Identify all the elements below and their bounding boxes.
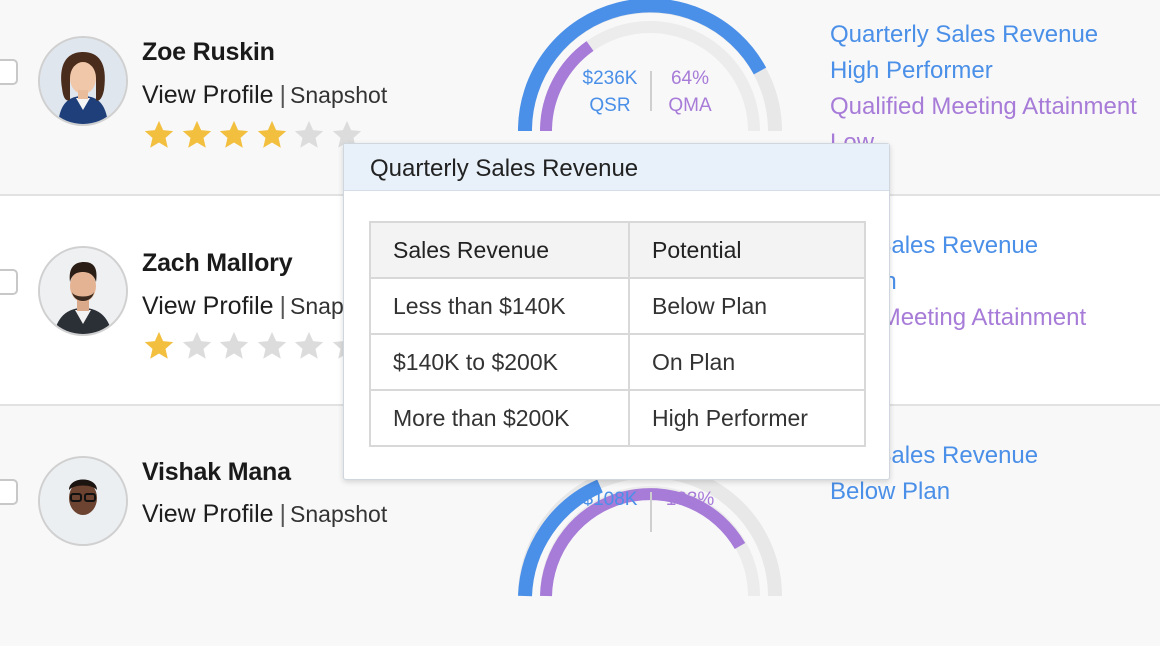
avatar: [38, 246, 128, 336]
performance-summary: Quarterly Sales Revenue High Performer Q…: [830, 17, 1137, 161]
profile-links: View Profile | Snapshot: [142, 500, 387, 529]
table-row: More than $200K High Performer: [369, 389, 866, 447]
column-header-sales-revenue: Sales Revenue: [369, 221, 630, 279]
qsr-legend-table: Sales Revenue Potential Less than $140K …: [369, 221, 866, 447]
qsr-metric: $236K QSR: [577, 65, 643, 119]
tooltip-title: Quarterly Sales Revenue: [344, 144, 889, 191]
view-profile-link[interactable]: View Profile: [142, 81, 274, 109]
star-rating: [142, 329, 367, 363]
star-filled-icon: [142, 329, 176, 363]
row-checkbox[interactable]: [0, 269, 18, 295]
row-checkbox[interactable]: [0, 59, 18, 85]
link-separator: |: [279, 292, 287, 320]
qma-heading[interactable]: Qualified Meeting Attainment: [830, 93, 1137, 120]
star-empty-icon: [180, 329, 214, 363]
star-empty-icon: [292, 118, 326, 152]
qsr-tooltip: Quarterly Sales Revenue Sales Revenue Po…: [343, 143, 890, 480]
table-cell: More than $200K: [369, 389, 630, 447]
metric-divider: [650, 71, 652, 111]
table-header-row: Sales Revenue Potential: [369, 221, 866, 279]
link-separator: |: [279, 500, 287, 528]
qma-metric: 64% QMA: [660, 65, 720, 119]
row-checkbox[interactable]: [0, 479, 18, 505]
qsr-value: $108K: [582, 489, 638, 510]
star-empty-icon: [292, 329, 326, 363]
qma-value: 64%: [670, 68, 710, 89]
avatar: [38, 36, 128, 126]
qsr-value: $236K: [582, 68, 638, 89]
table-cell: High Performer: [628, 389, 866, 447]
star-rating: [142, 118, 367, 152]
qsr-status: Below Plan: [830, 478, 951, 505]
performance-gauge: [510, 0, 790, 181]
person-name: Zach Mallory: [142, 249, 293, 277]
star-filled-icon: [255, 118, 289, 152]
view-profile-link[interactable]: View Profile: [142, 500, 274, 528]
profile-links: View Profile | Snapshot: [142, 81, 387, 110]
star-filled-icon: [180, 118, 214, 152]
profile-links: View Profile | Snap: [142, 292, 344, 321]
column-header-potential: Potential: [628, 221, 866, 279]
avatar: [38, 456, 128, 546]
gauge-qma-arc: [539, 41, 594, 132]
qsr-heading[interactable]: Quarterly Sales Revenue: [830, 21, 1099, 48]
table-cell: Below Plan: [628, 277, 866, 335]
qsr-label: QSR: [589, 95, 631, 116]
star-filled-icon: [217, 118, 251, 152]
table-cell: Less than $140K: [369, 277, 630, 335]
link-separator: |: [279, 81, 287, 109]
star-empty-icon: [330, 118, 364, 152]
star-empty-icon: [255, 329, 289, 363]
star-filled-icon: [142, 118, 176, 152]
person-name: Zoe Ruskin: [142, 38, 275, 66]
table-cell: $140K to $200K: [369, 333, 630, 391]
metric-divider: [650, 492, 652, 532]
qma-metric: 183%: [660, 486, 720, 513]
table-cell: On Plan: [628, 333, 866, 391]
qma-label: QMA: [668, 95, 712, 116]
snapshot-link[interactable]: Snapshot: [290, 82, 388, 108]
table-row: $140K to $200K On Plan: [369, 333, 866, 391]
snapshot-link[interactable]: Snapshot: [290, 501, 388, 527]
qma-value: 183%: [665, 489, 715, 510]
qsr-metric: $108K: [577, 486, 643, 513]
gauge-qsr-arc: [517, 0, 767, 132]
view-profile-link[interactable]: View Profile: [142, 292, 274, 320]
person-name: Vishak Mana: [142, 458, 291, 486]
qsr-status: High Performer: [830, 57, 993, 84]
snapshot-link[interactable]: Snap: [290, 293, 344, 319]
star-empty-icon: [217, 329, 251, 363]
table-row: Less than $140K Below Plan: [369, 277, 866, 335]
